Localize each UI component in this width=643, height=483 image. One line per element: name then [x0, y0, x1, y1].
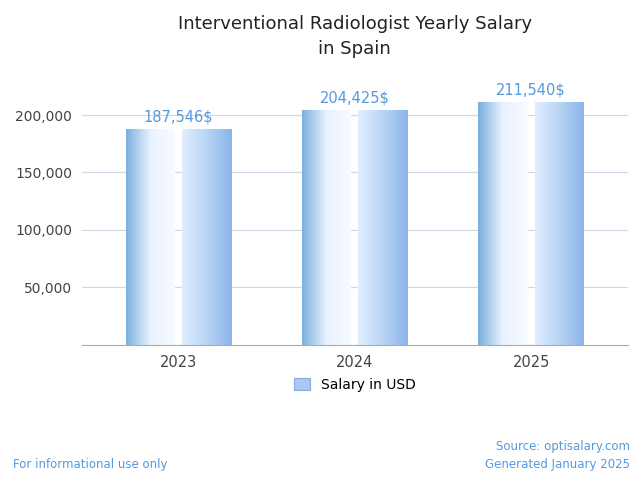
Text: 204,425$: 204,425$: [320, 90, 390, 105]
Text: Source: optisalary.com
Generated January 2025: Source: optisalary.com Generated January…: [485, 440, 630, 471]
Text: 187,546$: 187,546$: [144, 110, 213, 125]
Text: 211,540$: 211,540$: [496, 82, 566, 97]
Legend: Salary in USD: Salary in USD: [288, 372, 422, 398]
Text: For informational use only: For informational use only: [13, 458, 167, 471]
Title: Interventional Radiologist Yearly Salary
in Spain: Interventional Radiologist Yearly Salary…: [178, 15, 532, 58]
